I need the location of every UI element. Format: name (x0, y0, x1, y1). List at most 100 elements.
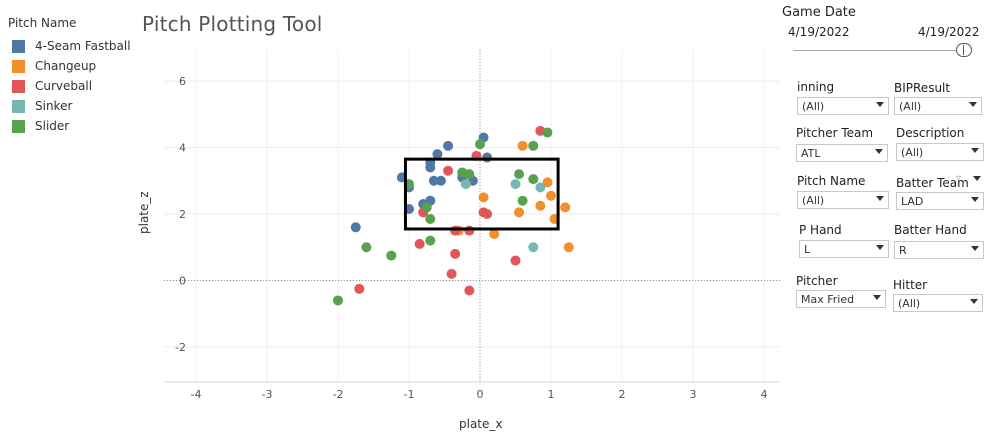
data-point[interactable] (432, 149, 443, 160)
batter-team-value: LAD (901, 195, 924, 208)
batter-hand-dropdown[interactable]: R (894, 241, 984, 259)
data-point[interactable] (428, 175, 439, 186)
legend-label: Sinker (35, 99, 73, 113)
p-hand-dropdown[interactable]: L (799, 240, 889, 258)
filter-icon[interactable]: ▿ (956, 173, 962, 184)
data-point[interactable] (482, 152, 493, 163)
chevron-down-icon (873, 295, 881, 300)
data-point[interactable] (464, 285, 475, 296)
batter-hand-value: R (899, 244, 907, 257)
description-label: Description (896, 126, 965, 140)
inning-label: inning (797, 80, 835, 94)
chevron-down-icon[interactable] (973, 176, 981, 181)
legend-swatch (12, 39, 25, 53)
legend-swatch (12, 59, 25, 73)
hitter-dropdown[interactable]: (All) (893, 294, 983, 312)
y-tick-label: 6 (179, 75, 186, 88)
chevron-down-icon (876, 102, 884, 107)
data-point[interactable] (421, 202, 432, 213)
batter-team-dropdown[interactable]: LAD (896, 192, 984, 210)
pitcher-team-dropdown[interactable]: ATL (796, 144, 888, 162)
data-point[interactable] (450, 248, 461, 259)
chevron-down-icon (971, 246, 979, 251)
data-point[interactable] (414, 238, 425, 249)
chevron-down-icon (971, 148, 979, 153)
chevron-down-icon (876, 196, 884, 201)
legend-item[interactable]: Sinker (8, 96, 138, 116)
data-point[interactable] (446, 268, 457, 279)
legend-item[interactable]: Curveball (8, 76, 138, 96)
data-point[interactable] (546, 190, 556, 201)
data-point[interactable] (517, 140, 528, 151)
chevron-down-icon (970, 299, 978, 304)
p-hand-value: L (804, 243, 811, 256)
inning-dropdown[interactable]: (All) (797, 97, 889, 115)
data-point[interactable] (528, 242, 539, 253)
x-tick-label: 0 (477, 388, 484, 401)
legend-item[interactable]: Slider (8, 116, 138, 136)
data-point[interactable] (386, 250, 397, 261)
bip-result-dropdown[interactable]: (All) (894, 97, 982, 115)
data-point[interactable] (350, 222, 361, 233)
data-point[interactable] (354, 283, 365, 294)
data-point[interactable] (425, 213, 436, 224)
data-point[interactable] (482, 209, 493, 219)
y-tick-label: 0 (179, 275, 186, 288)
data-point[interactable] (361, 242, 372, 253)
data-point[interactable] (443, 165, 454, 176)
game-date-end: 4/19/2022 (918, 25, 980, 39)
data-point[interactable] (510, 179, 521, 190)
data-point[interactable] (535, 200, 546, 211)
data-point[interactable] (464, 169, 475, 180)
description-dropdown[interactable]: (All) (896, 143, 984, 161)
data-point[interactable] (435, 175, 446, 186)
x-tick-label: -4 (191, 388, 202, 401)
data-point[interactable] (528, 140, 539, 151)
x-tick-label: 2 (619, 388, 626, 401)
data-point[interactable] (514, 169, 525, 180)
x-tick-label: -2 (333, 388, 344, 401)
y-tick-label: 2 (179, 208, 186, 221)
y-tick-label: -2 (175, 341, 186, 354)
description-value: (All) (901, 146, 924, 159)
legend-label: Slider (35, 119, 70, 133)
data-point[interactable] (542, 127, 553, 138)
page-title: Pitch Plotting Tool (142, 12, 323, 36)
data-point[interactable] (489, 228, 500, 239)
data-point[interactable] (560, 202, 571, 213)
data-point[interactable] (542, 177, 553, 188)
pitch-name-dropdown[interactable]: (All) (797, 191, 889, 209)
inning-value: (All) (802, 100, 825, 113)
data-point[interactable] (535, 182, 546, 193)
batter-hand-label: Batter Hand (894, 223, 967, 237)
chevron-down-icon (875, 149, 883, 154)
data-point[interactable] (450, 225, 461, 236)
legend-item[interactable]: Changeup (8, 56, 138, 76)
pitcher-label: Pitcher (796, 274, 838, 288)
data-point[interactable] (510, 255, 521, 266)
legend-item[interactable]: 4-Seam Fastball (8, 36, 138, 56)
x-tick-label: 4 (761, 388, 768, 401)
data-point[interactable] (563, 242, 574, 253)
pitch-name-value: (All) (802, 194, 825, 207)
bip-result-label: BIPResult (894, 81, 951, 95)
chevron-down-icon (971, 197, 979, 202)
data-point[interactable] (517, 195, 528, 206)
y-tick-label: 4 (179, 142, 186, 155)
data-point[interactable] (333, 295, 343, 306)
batter-team-label: Batter Team (896, 176, 969, 190)
legend-swatch (12, 99, 25, 113)
data-point[interactable] (425, 235, 436, 246)
chevron-down-icon (876, 245, 884, 250)
data-point[interactable] (464, 225, 475, 236)
data-point[interactable] (514, 207, 525, 218)
data-point[interactable] (528, 174, 539, 185)
date-slider-track[interactable] (793, 50, 963, 51)
data-point[interactable] (443, 140, 454, 151)
pitcher-dropdown[interactable]: Max Fried (796, 290, 886, 308)
data-point[interactable] (460, 179, 471, 190)
data-point[interactable] (478, 192, 489, 203)
data-point[interactable] (475, 139, 485, 150)
date-slider-handle[interactable] (956, 43, 972, 57)
